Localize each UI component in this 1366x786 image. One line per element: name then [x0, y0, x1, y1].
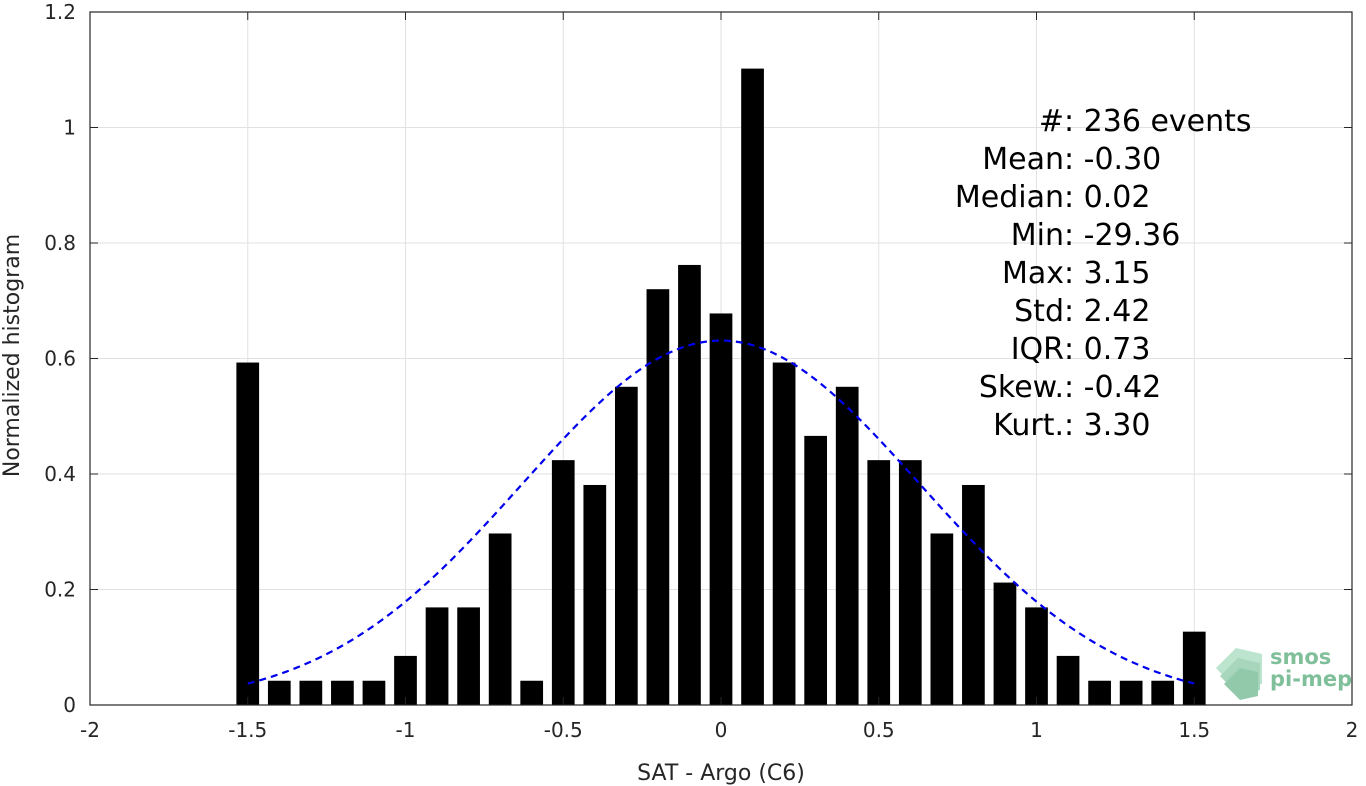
stat-value: : 236 events — [1064, 104, 1252, 139]
x-tick-label: -2 — [80, 718, 100, 742]
stat-label: Mean — [982, 142, 1064, 177]
stat-value: : 3.30 — [1064, 408, 1150, 443]
y-tick-label: 0 — [63, 693, 76, 717]
x-tick-label: -1.5 — [228, 718, 267, 742]
stat-value: : 0.02 — [1064, 180, 1150, 215]
stat-value: : 2.42 — [1064, 294, 1150, 329]
histogram-bar — [457, 607, 480, 705]
x-axis-title: SAT - Argo (C6) — [637, 761, 805, 786]
stat-label: Min — [1011, 218, 1064, 253]
histogram-bar — [236, 362, 260, 705]
logo-text-smos: smos — [1270, 645, 1331, 669]
stat-value: : -0.30 — [1064, 142, 1161, 177]
stat-value: : -0.42 — [1064, 370, 1161, 405]
histogram-bar — [741, 68, 764, 706]
histogram-bar — [993, 582, 1017, 705]
histogram-bars — [236, 68, 1206, 706]
histogram-bar — [962, 484, 985, 705]
x-tick-label: 1.5 — [1178, 718, 1210, 742]
x-tick-label: 1 — [1030, 718, 1043, 742]
stat-label: Skew. — [979, 370, 1064, 405]
histogram-bar — [425, 607, 449, 705]
histogram-bar — [1119, 680, 1143, 705]
logo-text-pi-mep: pi-mep — [1270, 667, 1352, 691]
stat-value: : 3.15 — [1064, 256, 1150, 291]
stat-value: : 0.73 — [1064, 332, 1150, 367]
histogram-bar — [1025, 607, 1048, 705]
x-tick-label: 0 — [715, 718, 728, 742]
y-axis-ticks: 0 0.2 0.4 0.6 0.8 1 1.2 — [44, 0, 1352, 717]
histogram-bar — [835, 386, 859, 705]
x-tick-label: -0.5 — [544, 718, 583, 742]
histogram-bar — [709, 313, 733, 705]
stat-label: Kurt. — [993, 408, 1064, 443]
gaussian-fit-curve — [247, 339, 1195, 685]
histogram-bar — [331, 680, 354, 705]
stat-label: Std — [1014, 294, 1064, 329]
x-tick-label: -1 — [396, 718, 416, 742]
y-tick-label: 0.2 — [44, 578, 76, 602]
histogram-bar — [646, 289, 670, 705]
histogram-bar — [898, 460, 922, 705]
histogram-bar — [299, 680, 323, 705]
histogram-bar — [1088, 680, 1111, 705]
histogram-bar — [394, 655, 417, 705]
y-tick-label: 1.2 — [44, 0, 76, 24]
y-tick-label: 0.8 — [44, 231, 76, 255]
histogram-bar — [520, 680, 544, 705]
histogram-bar — [772, 362, 796, 705]
histogram-bar — [614, 386, 638, 705]
stat-label: IQR — [1011, 332, 1064, 367]
stat-label: Max — [1002, 256, 1064, 291]
histogram-bar — [1151, 680, 1175, 705]
histogram-bar — [930, 533, 954, 705]
histogram-bar — [267, 680, 291, 705]
smos-pi-mep-logo: smos pi-mep — [1216, 645, 1352, 700]
y-tick-label: 1 — [63, 116, 76, 140]
histogram-bar — [583, 484, 607, 705]
histogram-bar — [362, 680, 386, 705]
y-tick-label: 0.4 — [44, 462, 76, 486]
x-tick-label: 2 — [1346, 718, 1359, 742]
x-tick-label: 0.5 — [863, 718, 895, 742]
histogram-bar — [1182, 631, 1206, 705]
histogram-bar — [804, 435, 828, 705]
y-axis-title: Normalized histogram — [0, 234, 25, 477]
logo-mark-icon — [1216, 648, 1262, 700]
stat-label: # — [1039, 104, 1064, 139]
histogram-bar — [488, 533, 512, 705]
x-axis-ticks: -2 -1.5 -1 -0.5 0 0.5 1 1.5 2 — [80, 12, 1358, 742]
stat-value: : -29.36 — [1064, 218, 1180, 253]
histogram-bar — [551, 460, 575, 705]
histogram-bar — [1056, 655, 1080, 705]
histogram-bar — [867, 460, 891, 705]
y-tick-label: 0.6 — [44, 347, 76, 371]
histogram-bar — [678, 264, 701, 705]
stat-label: Median — [955, 180, 1064, 215]
